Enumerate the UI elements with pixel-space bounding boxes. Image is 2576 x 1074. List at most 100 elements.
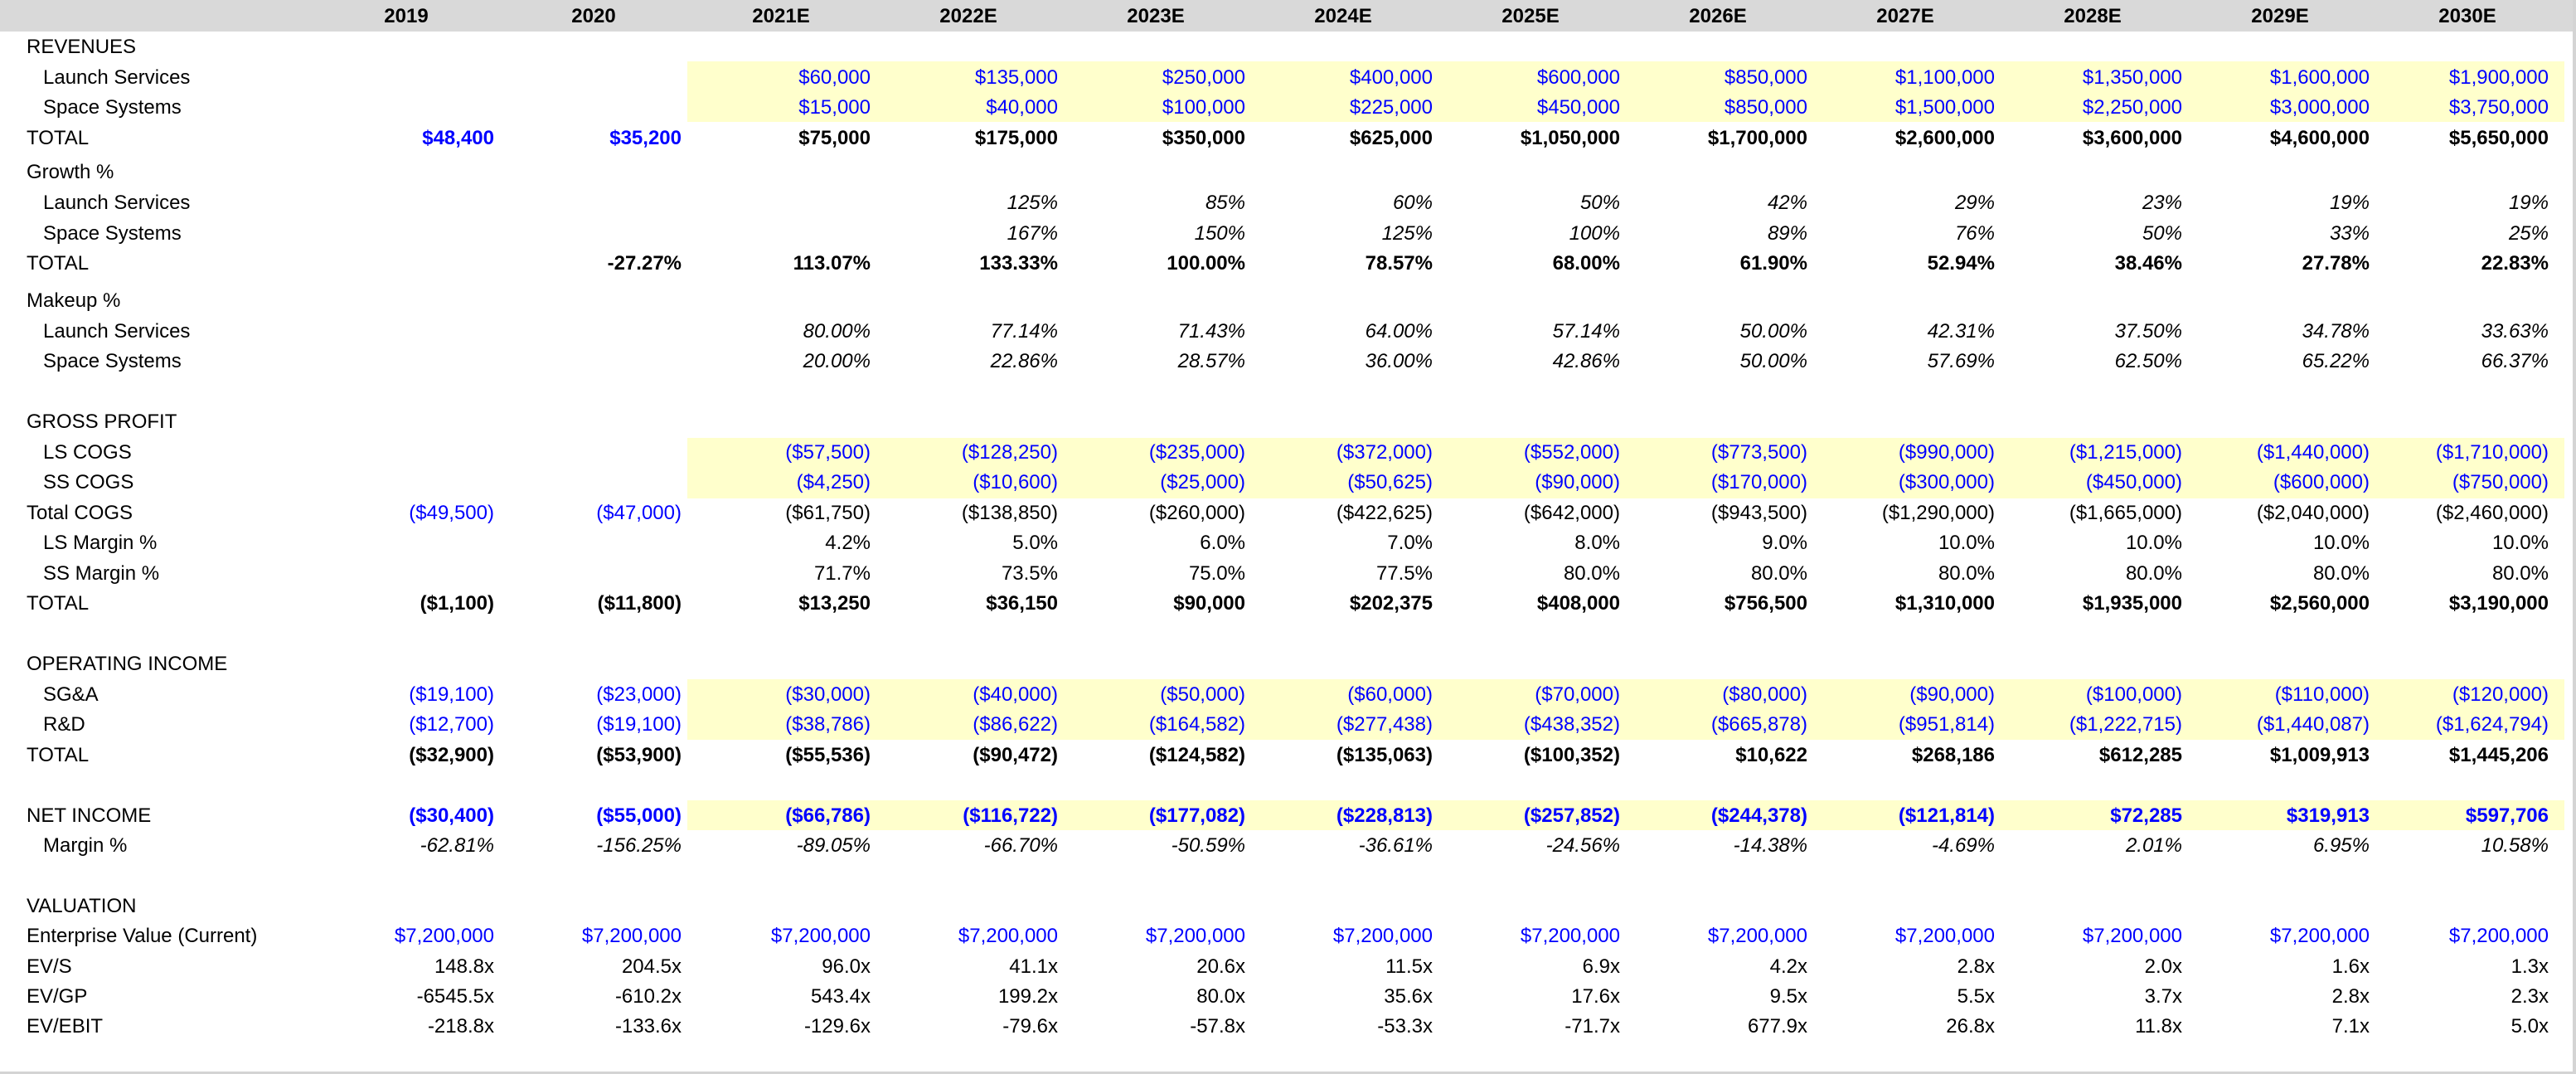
- cell-total-gross-profit-2019[interactable]: ($1,100): [420, 592, 494, 615]
- cell-ss-cogs-2021e[interactable]: ($4,250): [796, 471, 871, 493]
- cell-launch-services-makeup-2021e[interactable]: 80.00%: [803, 320, 871, 343]
- cell-net-margin-2025e[interactable]: -24.56%: [1545, 834, 1620, 857]
- cell-launch-services-growth-2029e[interactable]: 19%: [2329, 192, 2370, 214]
- cell-rnd-2029e[interactable]: ($1,440,087): [2256, 713, 2370, 736]
- cell-sga-2021e[interactable]: ($30,000): [785, 683, 871, 706]
- cell-total-revenue-2023e[interactable]: $350,000: [1162, 127, 1245, 149]
- cell-net-income-2021e[interactable]: ($66,786): [785, 804, 871, 827]
- cell-ss-cogs-2024e[interactable]: ($50,625): [1347, 471, 1433, 493]
- cell-enterprise-value-2028e[interactable]: $7,200,000: [2082, 925, 2182, 947]
- cell-launch-services-makeup-2029e[interactable]: 34.78%: [2302, 320, 2370, 343]
- cell-total-growth-2023e[interactable]: 100.00%: [1167, 252, 1245, 275]
- cell-rnd-2026e[interactable]: ($665,878): [1710, 713, 1807, 736]
- cell-ss-margin-2025e[interactable]: 80.0%: [1563, 562, 1620, 585]
- cell-ss-margin-2021e[interactable]: 71.7%: [813, 562, 871, 585]
- cell-rnd-2024e[interactable]: ($277,438): [1336, 713, 1433, 736]
- cell-net-income-2029e[interactable]: $319,913: [2286, 804, 2370, 827]
- cell-ev-s-2021e[interactable]: 96.0x: [822, 955, 871, 978]
- cell-ev-ebit-2029e[interactable]: 7.1x: [2331, 1015, 2370, 1038]
- cell-enterprise-value-2024e[interactable]: $7,200,000: [1332, 925, 1433, 947]
- cell-enterprise-value-2027e[interactable]: $7,200,000: [1894, 925, 1995, 947]
- cell-sga-2024e[interactable]: ($60,000): [1347, 683, 1433, 706]
- cell-ls-margin-2026e[interactable]: 9.0%: [1762, 532, 1807, 554]
- cell-enterprise-value-2030e[interactable]: $7,200,000: [2448, 925, 2549, 947]
- cell-ev-s-2030e[interactable]: 1.3x: [2511, 955, 2549, 978]
- cell-total-gross-profit-2022e[interactable]: $36,150: [986, 592, 1058, 615]
- cell-total-growth-2030e[interactable]: 22.83%: [2481, 252, 2549, 275]
- cell-ss-margin-2029e[interactable]: 80.0%: [2312, 562, 2370, 585]
- cell-ss-cogs-2027e[interactable]: ($300,000): [1898, 471, 1995, 493]
- cell-launch-services-revenue-2025e[interactable]: $600,000: [1536, 66, 1620, 89]
- cell-space-systems-growth-2028e[interactable]: 50%: [2142, 222, 2182, 245]
- cell-launch-services-growth-2028e[interactable]: 23%: [2142, 192, 2182, 214]
- cell-total-revenue-2022e[interactable]: $175,000: [974, 127, 1058, 149]
- cell-rnd-2021e[interactable]: ($38,786): [785, 713, 871, 736]
- cell-launch-services-revenue-2027e[interactable]: $1,100,000: [1894, 66, 1995, 89]
- cell-net-margin-2021e[interactable]: -89.05%: [796, 834, 871, 857]
- cell-total-growth-2028e[interactable]: 38.46%: [2114, 252, 2182, 275]
- cell-space-systems-makeup-2023e[interactable]: 28.57%: [1177, 350, 1245, 372]
- cell-launch-services-revenue-2028e[interactable]: $1,350,000: [2082, 66, 2182, 89]
- cell-net-margin-2022e[interactable]: -66.70%: [983, 834, 1058, 857]
- cell-space-systems-makeup-2026e[interactable]: 50.00%: [1739, 350, 1807, 372]
- cell-ls-cogs-2025e[interactable]: ($552,000): [1523, 441, 1620, 464]
- cell-net-margin-2027e[interactable]: -4.69%: [1931, 834, 1995, 857]
- cell-ev-s-2024e[interactable]: 11.5x: [1385, 955, 1433, 978]
- cell-total-cogs-2020[interactable]: ($47,000): [596, 502, 682, 524]
- cell-net-margin-2023e[interactable]: -50.59%: [1171, 834, 1245, 857]
- cell-launch-services-revenue-2026e[interactable]: $850,000: [1724, 66, 1807, 89]
- cell-total-operating-income-2026e[interactable]: $10,622: [1735, 744, 1807, 766]
- cell-ls-cogs-2029e[interactable]: ($1,440,000): [2256, 441, 2370, 464]
- cell-launch-services-makeup-2027e[interactable]: 42.31%: [1927, 320, 1995, 343]
- cell-ls-cogs-2027e[interactable]: ($990,000): [1898, 441, 1995, 464]
- cell-launch-services-revenue-2029e[interactable]: $1,600,000: [2269, 66, 2370, 89]
- cell-total-revenue-2024e[interactable]: $625,000: [1349, 127, 1433, 149]
- cell-total-cogs-2030e[interactable]: ($2,460,000): [2435, 502, 2549, 524]
- cell-sga-2022e[interactable]: ($40,000): [973, 683, 1058, 706]
- cell-ss-cogs-2022e[interactable]: ($10,600): [973, 471, 1058, 493]
- cell-total-operating-income-2030e[interactable]: $1,445,206: [2448, 744, 2549, 766]
- cell-ss-cogs-2025e[interactable]: ($90,000): [1535, 471, 1620, 493]
- cell-enterprise-value-2020[interactable]: $7,200,000: [581, 925, 682, 947]
- cell-ls-margin-2022e[interactable]: 5.0%: [1012, 532, 1058, 554]
- cell-ls-cogs-2022e[interactable]: ($128,250): [961, 441, 1058, 464]
- cell-launch-services-revenue-2022e[interactable]: $135,000: [974, 66, 1058, 89]
- cell-launch-services-revenue-2021e[interactable]: $60,000: [798, 66, 871, 89]
- cell-total-gross-profit-2030e[interactable]: $3,190,000: [2448, 592, 2549, 615]
- cell-net-income-2023e[interactable]: ($177,082): [1148, 804, 1245, 827]
- cell-space-systems-makeup-2028e[interactable]: 62.50%: [2114, 350, 2182, 372]
- cell-ev-ebit-2025e[interactable]: -71.7x: [1565, 1015, 1620, 1038]
- cell-sga-2020[interactable]: ($23,000): [596, 683, 682, 706]
- cell-sga-2027e[interactable]: ($90,000): [1909, 683, 1995, 706]
- cell-ev-ebit-2024e[interactable]: -53.3x: [1377, 1015, 1433, 1038]
- cell-ev-gp-2022e[interactable]: 199.2x: [997, 985, 1058, 1008]
- cell-ev-gp-2026e[interactable]: 9.5x: [1769, 985, 1807, 1008]
- cell-total-gross-profit-2025e[interactable]: $408,000: [1536, 592, 1620, 615]
- cell-ev-gp-2023e[interactable]: 80.0x: [1196, 985, 1245, 1008]
- cell-ev-s-2023e[interactable]: 20.6x: [1196, 955, 1245, 978]
- cell-net-income-2026e[interactable]: ($244,378): [1710, 804, 1807, 827]
- cell-space-systems-revenue-2030e[interactable]: $3,750,000: [2448, 96, 2549, 119]
- cell-total-cogs-2024e[interactable]: ($422,625): [1336, 502, 1433, 524]
- cell-enterprise-value-2019[interactable]: $7,200,000: [394, 925, 494, 947]
- cell-space-systems-revenue-2029e[interactable]: $3,000,000: [2269, 96, 2370, 119]
- cell-ls-margin-2027e[interactable]: 10.0%: [1938, 532, 1995, 554]
- cell-rnd-2025e[interactable]: ($438,352): [1523, 713, 1620, 736]
- cell-ss-margin-2027e[interactable]: 80.0%: [1938, 562, 1995, 585]
- cell-ev-ebit-2019[interactable]: -218.8x: [427, 1015, 494, 1038]
- cell-ls-margin-2023e[interactable]: 6.0%: [1200, 532, 1245, 554]
- cell-sga-2025e[interactable]: ($70,000): [1535, 683, 1620, 706]
- cell-net-margin-2024e[interactable]: -36.61%: [1358, 834, 1433, 857]
- cell-net-margin-2019[interactable]: -62.81%: [420, 834, 494, 857]
- cell-net-income-2024e[interactable]: ($228,813): [1336, 804, 1433, 827]
- cell-launch-services-growth-2023e[interactable]: 85%: [1205, 192, 1245, 214]
- cell-launch-services-revenue-2030e[interactable]: $1,900,000: [2448, 66, 2549, 89]
- cell-space-systems-revenue-2024e[interactable]: $225,000: [1349, 96, 1433, 119]
- cell-space-systems-growth-2029e[interactable]: 33%: [2329, 222, 2370, 245]
- cell-space-systems-growth-2024e[interactable]: 125%: [1381, 222, 1433, 245]
- cell-net-income-2027e[interactable]: ($121,814): [1898, 804, 1995, 827]
- cell-ev-ebit-2028e[interactable]: 11.8x: [2135, 1015, 2182, 1038]
- cell-total-revenue-2026e[interactable]: $1,700,000: [1707, 127, 1807, 149]
- cell-ls-margin-2030e[interactable]: 10.0%: [2491, 532, 2549, 554]
- cell-ev-ebit-2021e[interactable]: -129.6x: [803, 1015, 871, 1038]
